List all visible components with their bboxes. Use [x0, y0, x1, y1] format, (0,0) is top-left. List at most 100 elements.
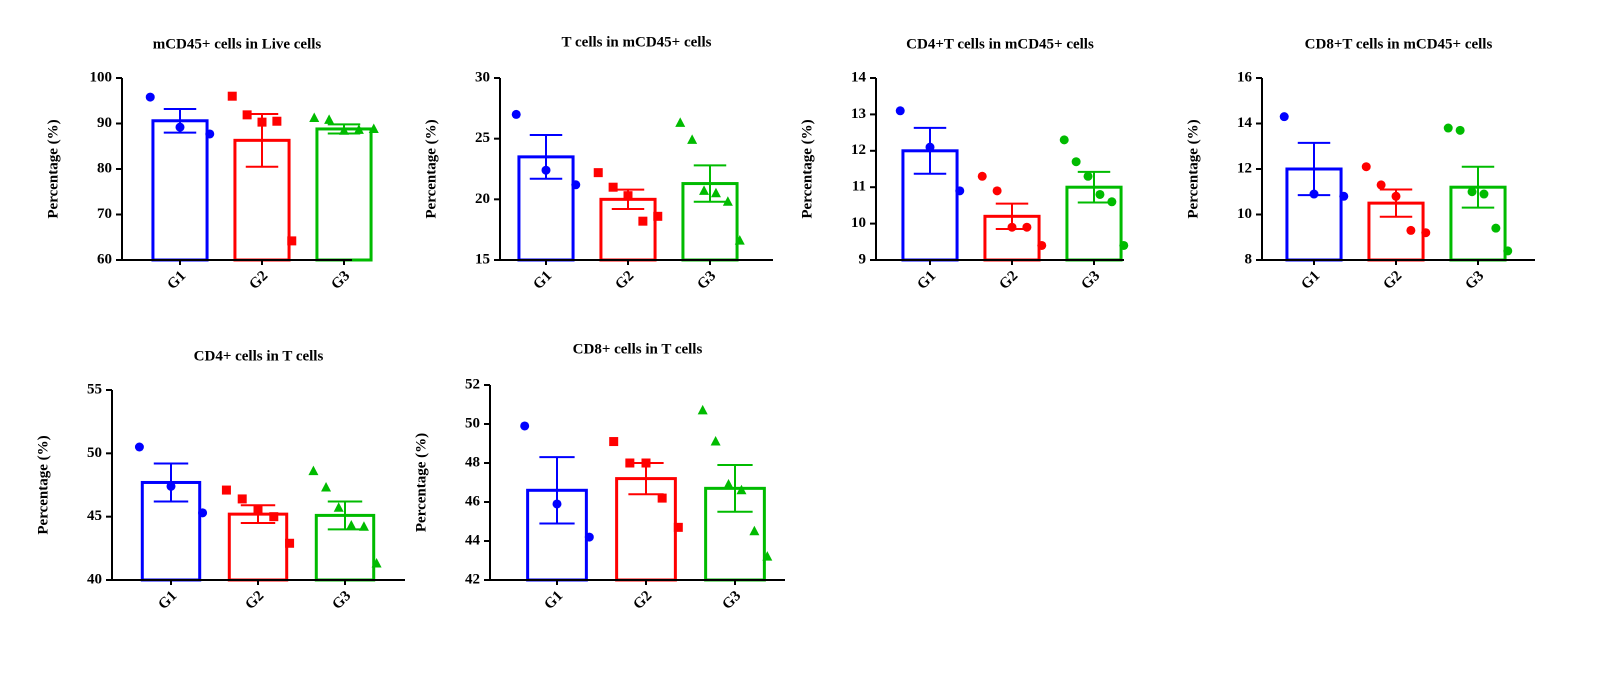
data-point [673, 522, 683, 532]
data-point [257, 117, 267, 127]
data-point [309, 112, 320, 123]
y-tick-label: 20 [475, 191, 490, 207]
y-axis-label: Percentage (%) [413, 433, 429, 532]
y-tick-label: 90 [97, 115, 112, 131]
data-point [1119, 240, 1129, 250]
data-point [520, 421, 530, 431]
data-point [625, 458, 635, 468]
error-bar [717, 463, 753, 513]
data-point [638, 216, 648, 226]
data-point [608, 182, 618, 192]
y-axis-label: Percentage (%) [423, 119, 439, 218]
x-tick-label: G3 [1462, 268, 1487, 293]
data-point [584, 532, 594, 542]
data-point [623, 191, 633, 201]
x-tick-label: G3 [694, 268, 719, 293]
data-point [285, 538, 295, 548]
error-bar [693, 164, 727, 203]
y-tick-label: 40 [87, 571, 102, 587]
data-point [368, 123, 379, 133]
y-tick-label: 55 [87, 381, 102, 397]
error-bar [1077, 170, 1111, 204]
data-point [895, 106, 905, 116]
y-axis-label: Percentage (%) [45, 119, 61, 218]
data-point [710, 436, 721, 446]
error-bar [1461, 165, 1495, 209]
data-point [287, 236, 297, 246]
y-axis-label: Percentage (%) [799, 119, 815, 218]
data-point [324, 114, 335, 124]
x-tick-label: G1 [155, 588, 180, 613]
data-point [511, 109, 521, 119]
y-tick-label: 46 [465, 493, 481, 509]
data-point [687, 134, 698, 144]
data-point [593, 168, 603, 178]
y-tick-label: 42 [465, 571, 480, 587]
data-point [1443, 123, 1453, 133]
bar [227, 512, 289, 582]
data-point [1479, 189, 1489, 199]
bar [315, 127, 373, 262]
data-point [541, 165, 551, 175]
x-tick-label: G2 [1380, 268, 1405, 293]
data-point [1309, 189, 1319, 199]
x-tick-label: G2 [246, 268, 271, 293]
data-point [346, 520, 357, 530]
y-tick-label: 52 [465, 376, 480, 392]
data-point [609, 437, 619, 447]
data-point [1406, 225, 1416, 235]
data-point [657, 493, 667, 503]
x-tick-label: G1 [164, 268, 189, 293]
data-point [977, 171, 987, 181]
x-tick-label: G2 [612, 268, 637, 293]
y-tick-label: 12 [1237, 160, 1252, 176]
x-tick-label: G1 [530, 268, 555, 293]
y-tick-label: 10 [851, 215, 866, 231]
data-point [175, 122, 185, 132]
data-point [339, 125, 349, 135]
data-point [1391, 191, 1401, 201]
data-point [641, 458, 651, 468]
y-tick-label: 45 [87, 508, 102, 524]
data-point [992, 186, 1002, 196]
data-point [321, 482, 332, 492]
x-tick-label: G2 [630, 588, 655, 613]
data-point [710, 187, 721, 198]
x-tick-label: G2 [242, 588, 267, 613]
y-tick-label: 12 [851, 142, 866, 158]
data-point [145, 92, 155, 102]
data-point [1059, 135, 1069, 145]
data-point [1022, 222, 1032, 232]
y-tick-label: 16 [1237, 69, 1253, 85]
data-point [371, 558, 382, 568]
y-axis-label: Percentage (%) [35, 435, 51, 534]
data-point [1455, 125, 1465, 135]
data-point [749, 525, 760, 536]
y-tick-label: 14 [1237, 115, 1253, 131]
x-tick-label: G1 [1298, 268, 1323, 293]
data-point [353, 124, 364, 134]
data-point [1467, 187, 1477, 197]
data-point [697, 404, 708, 415]
data-point [675, 117, 686, 127]
data-point [1339, 191, 1349, 201]
data-point [1107, 197, 1117, 207]
data-point [925, 142, 935, 152]
data-point [1376, 180, 1386, 190]
data-point [722, 196, 733, 206]
data-point [198, 508, 208, 518]
y-tick-label: 8 [1245, 251, 1253, 267]
x-tick-label: G3 [1078, 268, 1103, 293]
data-point [571, 180, 581, 190]
chart-title: CD8+ cells in T cells [573, 341, 703, 357]
chart-title: CD4+ cells in T cells [194, 348, 324, 364]
data-point [242, 110, 252, 120]
y-tick-label: 60 [97, 251, 112, 267]
data-point [272, 116, 282, 126]
y-tick-label: 44 [465, 532, 481, 548]
x-tick-label: G2 [996, 268, 1021, 293]
error-bar [539, 456, 575, 525]
y-tick-label: 100 [90, 69, 113, 85]
